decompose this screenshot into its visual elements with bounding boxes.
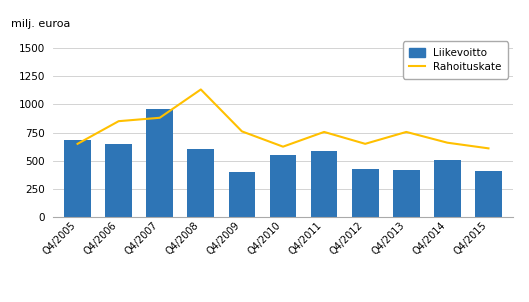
Bar	[229, 172, 256, 217]
Text: milj. euroa: milj. euroa	[12, 19, 71, 29]
Legend: Liikevoitto, Rahoituskate: Liikevoitto, Rahoituskate	[403, 41, 508, 79]
Bar	[105, 144, 132, 217]
Bar	[270, 155, 296, 217]
Bar	[311, 151, 338, 217]
Bar	[352, 169, 379, 217]
Bar	[393, 170, 419, 217]
Bar	[187, 149, 214, 217]
Bar	[147, 109, 173, 217]
Bar	[475, 171, 502, 217]
Bar	[434, 160, 461, 217]
Bar	[64, 140, 91, 217]
